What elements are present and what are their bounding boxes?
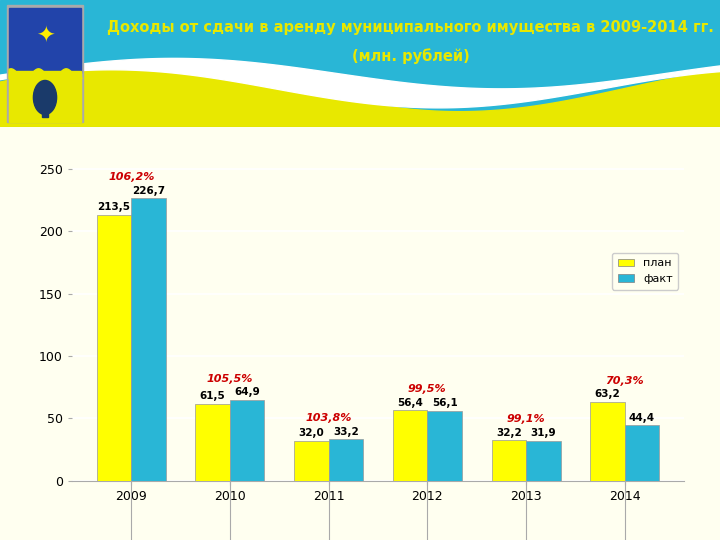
Bar xyxy=(590,402,625,481)
Bar xyxy=(526,441,561,481)
Text: Доходы от сдачи в аренду муниципального имущества в 2009-2014 гг.: Доходы от сдачи в аренду муниципального … xyxy=(107,21,714,36)
Bar xyxy=(328,439,363,481)
Text: 70,3%: 70,3% xyxy=(606,376,644,386)
Bar xyxy=(428,411,462,481)
Text: 44,4: 44,4 xyxy=(629,413,655,423)
Bar xyxy=(42,100,48,117)
Text: 105,5%: 105,5% xyxy=(207,374,253,383)
Text: 32,0: 32,0 xyxy=(299,428,324,438)
Text: 63,2: 63,2 xyxy=(595,389,621,400)
Text: 103,8%: 103,8% xyxy=(305,413,352,423)
Text: 99,5%: 99,5% xyxy=(408,384,446,394)
Bar xyxy=(9,71,81,122)
Text: 213,5: 213,5 xyxy=(97,202,130,212)
Legend: план, факт: план, факт xyxy=(612,253,678,289)
Bar xyxy=(195,404,230,481)
Text: 99,1%: 99,1% xyxy=(507,414,545,424)
Bar xyxy=(492,441,526,481)
Text: 31,9: 31,9 xyxy=(531,428,556,438)
Bar xyxy=(230,400,264,481)
Bar xyxy=(393,410,428,481)
Text: 32,2: 32,2 xyxy=(496,428,522,438)
Text: 106,2%: 106,2% xyxy=(108,172,154,182)
Bar xyxy=(294,441,328,481)
Text: 56,4: 56,4 xyxy=(397,398,423,408)
Text: 226,7: 226,7 xyxy=(132,186,165,195)
Bar xyxy=(9,8,81,73)
Text: ✦: ✦ xyxy=(36,26,54,47)
Text: 33,2: 33,2 xyxy=(333,427,359,437)
Text: (млн. рублей): (млн. рублей) xyxy=(351,48,469,64)
Circle shape xyxy=(33,80,57,114)
Bar xyxy=(625,426,660,481)
Bar xyxy=(131,198,166,481)
Text: 56,1: 56,1 xyxy=(432,398,457,408)
Text: 61,5: 61,5 xyxy=(199,392,225,401)
Bar xyxy=(96,214,131,481)
Text: 64,9: 64,9 xyxy=(234,387,260,397)
